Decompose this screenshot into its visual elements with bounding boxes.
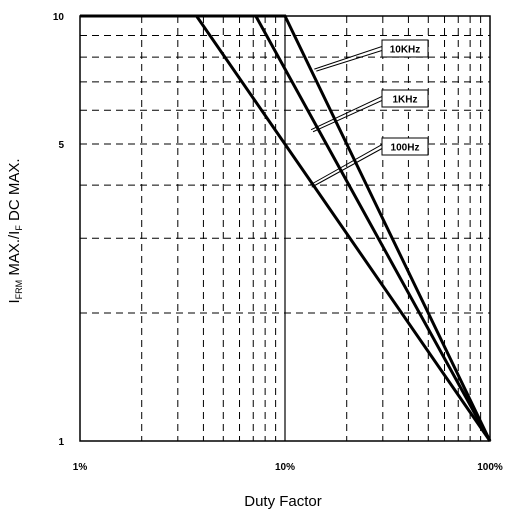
x-tick-label: 100% — [477, 462, 503, 473]
callout-leader — [316, 50, 383, 72]
series-label-1khz: 1KHz — [392, 95, 417, 106]
y-axis-label-tail: DC MAX. — [6, 158, 23, 225]
y-tick-label: 10 — [53, 12, 65, 23]
x-axis-label: Duty Factor — [244, 493, 322, 510]
y-axis-label-sub2: F — [14, 225, 24, 231]
y-tick-label: 5 — [58, 140, 64, 151]
callout-leader — [310, 96, 383, 131]
y-axis-label-mid: MAX./I — [6, 231, 23, 280]
callout-leader — [314, 46, 383, 70]
x-tick-labels: 1% 10% 100% — [73, 462, 503, 473]
callout-leader — [312, 100, 383, 133]
y-axis-label: IFRM MAX./IF DC MAX. — [6, 158, 24, 303]
y-tick-label: 1 — [58, 437, 64, 448]
x-tick-label: 1% — [73, 462, 88, 473]
callout-leader — [309, 144, 383, 186]
grid — [80, 16, 490, 441]
callout-leader — [311, 148, 383, 188]
y-axis-label-main: I — [6, 299, 23, 303]
series-lines — [80, 14, 492, 442]
series-callouts: 10KHz 1KHz 100Hz — [309, 39, 429, 188]
y-axis-label-sub1: FRM — [14, 280, 24, 300]
series-line-100hz — [80, 14, 492, 442]
callout-box — [381, 39, 429, 58]
callout-box — [381, 89, 429, 108]
series-label-10khz: 10KHz — [390, 45, 421, 56]
callout-box — [381, 137, 429, 156]
x-tick-label: 10% — [275, 462, 295, 473]
series-label-100hz: 100Hz — [391, 143, 420, 154]
